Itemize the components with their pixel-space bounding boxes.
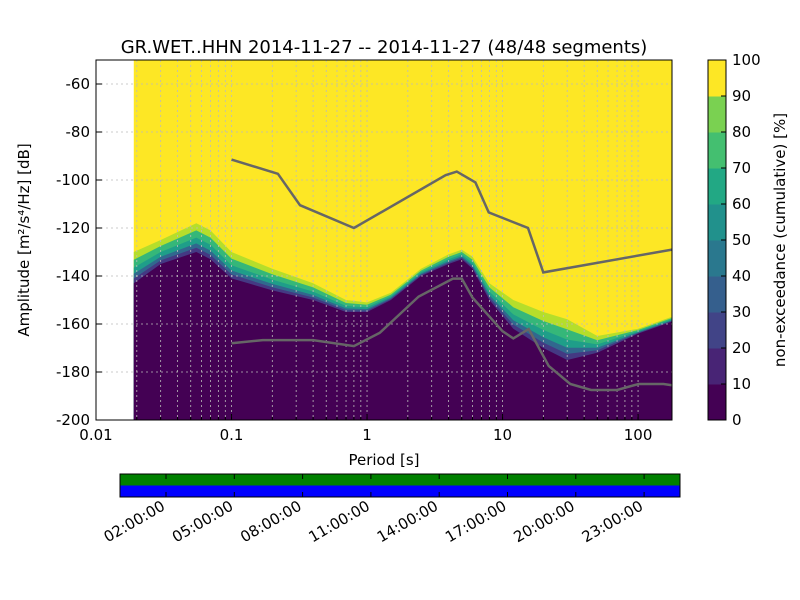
time-tick-label: 02:00:00: [101, 497, 168, 546]
y-tick-label: -60: [66, 75, 91, 93]
y-tick-label: -120: [56, 219, 90, 237]
x-tick-label: 100: [624, 426, 653, 444]
colorbar-segment: [708, 96, 726, 133]
time-tick-label: 14:00:00: [374, 497, 441, 546]
x-tick-label: 1: [362, 426, 372, 444]
chart-title: GR.WET..HHN 2014-11-27 -- 2014-11-27 (48…: [121, 37, 648, 58]
y-tick-label: -200: [56, 411, 90, 429]
colorbar-segment: [708, 348, 726, 385]
colorbar-segment: [708, 276, 726, 313]
y-tick-label: -160: [56, 315, 90, 333]
colorbar-tick-label: 70: [732, 159, 751, 177]
nlnm-line: [231, 277, 673, 392]
plot-frame: [95, 59, 673, 421]
y-axis-label: Amplitude [m²/s⁴/Hz] [dB]: [15, 143, 33, 336]
time-bar-frame: [119, 473, 681, 498]
time-tick-label: 17:00:00: [442, 497, 509, 546]
colorbar-segment: [708, 132, 726, 169]
y-tick-label: -100: [56, 171, 90, 189]
colorbar-segment: [708, 312, 726, 349]
colorbar-tick-label: 0: [732, 411, 742, 429]
x-tick-label: 0.01: [79, 426, 112, 444]
ppd-low-region: [133, 252, 672, 420]
time-tick-label: 23:00:00: [579, 497, 646, 546]
colorbar-tick-label: 80: [732, 123, 751, 141]
x-tick-label: 10: [493, 426, 512, 444]
colorbar-tick-label: 20: [732, 339, 751, 357]
x-axis-label: Period [s]: [348, 451, 419, 469]
colorbar-tick-label: 60: [732, 195, 751, 213]
colorbar-segment: [708, 168, 726, 205]
x-tick-label: 0.1: [220, 426, 244, 444]
colorbar-tick-label: 90: [732, 87, 751, 105]
y-tick-label: -180: [56, 363, 90, 381]
time-tick-label: 11:00:00: [306, 497, 373, 546]
colorbar-label: non-exceedance (cumulative) [%]: [771, 113, 789, 367]
nhnm-line: [231, 158, 673, 274]
colorbar-segment: [708, 204, 726, 241]
time-coverage-bar: [120, 474, 680, 486]
time-used-bar: [120, 485, 680, 497]
time-tick-label: 05:00:00: [169, 497, 236, 546]
y-tick-label: -80: [66, 123, 91, 141]
colorbar-tick-label: 40: [732, 267, 751, 285]
time-tick-label: 08:00:00: [237, 497, 304, 546]
colorbar-segment: [708, 60, 726, 97]
colorbar-segment: [708, 240, 726, 277]
colorbar-tick-label: 100: [732, 51, 761, 69]
y-tick-label: -140: [56, 267, 90, 285]
time-tick-label: 20:00:00: [510, 497, 577, 546]
colorbar-tick-label: 30: [732, 303, 751, 321]
colorbar-tick-label: 50: [732, 231, 751, 249]
colorbar-segment: [708, 384, 726, 421]
colorbar-tick-label: 10: [732, 375, 751, 393]
